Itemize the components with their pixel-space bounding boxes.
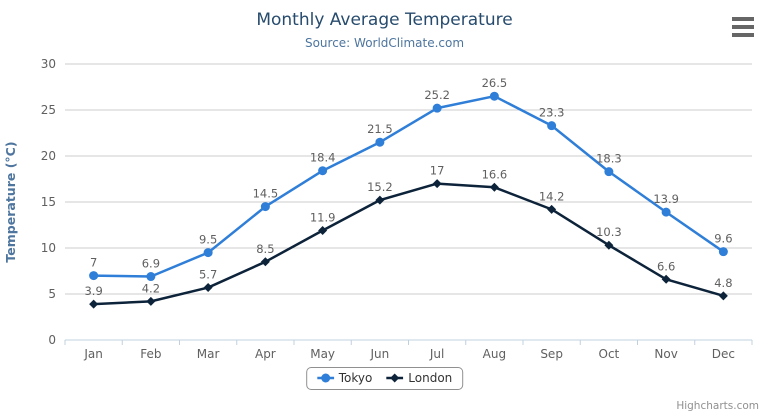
- data-label: 17: [430, 164, 445, 178]
- data-point-marker[interactable]: [203, 248, 213, 258]
- data-point-marker[interactable]: [89, 299, 99, 309]
- circle-marker-icon: [316, 373, 334, 383]
- context-menu-button[interactable]: [732, 17, 756, 37]
- data-point-marker[interactable]: [318, 226, 328, 236]
- data-label: 10.3: [596, 225, 622, 239]
- legend-label-london: London: [408, 371, 453, 385]
- y-axis-title: Temperature (°C): [3, 141, 18, 262]
- data-label: 23.3: [539, 106, 565, 120]
- data-label: 15.2: [367, 180, 393, 194]
- x-axis-tick-label: Dec: [712, 347, 735, 361]
- y-axis-tick-label: 0: [48, 333, 56, 347]
- legend: Tokyo London: [305, 367, 464, 390]
- y-axis-tick-label: 15: [41, 195, 56, 209]
- data-label: 6.6: [657, 259, 675, 273]
- series-line-london: [92, 182, 725, 306]
- data-point-marker[interactable]: [489, 91, 499, 101]
- x-axis-tick-label: Jun: [370, 347, 390, 361]
- y-axis-tick-label: 5: [48, 287, 56, 301]
- x-axis-tick-label: Mar: [197, 347, 220, 361]
- data-label: 9.5: [199, 233, 217, 247]
- y-axis-tick-label: 30: [41, 57, 56, 71]
- data-label: 26.5: [482, 76, 508, 90]
- data-label: 6.9: [142, 257, 160, 271]
- data-point-marker[interactable]: [260, 257, 270, 267]
- legend-item-tokyo[interactable]: Tokyo: [316, 371, 373, 385]
- data-point-marker[interactable]: [318, 166, 328, 176]
- data-point-marker[interactable]: [604, 167, 614, 177]
- x-axis-tick-label: May: [310, 347, 335, 361]
- data-label: 25.2: [424, 88, 450, 102]
- data-point-marker[interactable]: [203, 283, 213, 293]
- data-label: 18.4: [310, 151, 336, 165]
- credits-link[interactable]: Highcharts.com: [676, 400, 759, 412]
- data-point-marker[interactable]: [375, 137, 385, 147]
- data-label: 9.6: [714, 232, 732, 246]
- x-axis-tick-label: Oct: [599, 347, 620, 361]
- data-label: 14.2: [539, 189, 565, 203]
- data-point-marker[interactable]: [89, 271, 99, 281]
- data-point-marker[interactable]: [489, 182, 499, 192]
- data-point-marker[interactable]: [146, 272, 156, 282]
- data-label: 3.9: [84, 284, 102, 298]
- chart-subtitle: Source: WorldClimate.com: [304, 36, 465, 50]
- y-axis-tick-label: 25: [41, 103, 56, 117]
- data-point-marker[interactable]: [661, 207, 671, 217]
- legend-item-london[interactable]: London: [386, 371, 452, 385]
- data-label: 11.9: [310, 211, 336, 225]
- hamburger-icon: [732, 33, 754, 37]
- x-axis-tick-label: Nov: [654, 347, 677, 361]
- x-axis-tick-label: Aug: [483, 347, 506, 361]
- data-point-marker[interactable]: [547, 204, 557, 214]
- data-point-marker[interactable]: [718, 247, 728, 257]
- data-label: 21.5: [367, 122, 393, 136]
- data-label: 4.8: [714, 276, 732, 290]
- x-axis-tick-label: Sep: [540, 347, 563, 361]
- data-point-marker[interactable]: [604, 240, 614, 250]
- data-label: 7: [90, 256, 97, 270]
- data-point-marker[interactable]: [432, 179, 442, 189]
- data-point-marker[interactable]: [146, 296, 156, 306]
- x-axis-tick-label: Jan: [83, 347, 103, 361]
- y-axis-tick-label: 20: [41, 149, 56, 163]
- x-axis-tick-label: Apr: [255, 347, 276, 361]
- hamburger-icon: [732, 17, 754, 21]
- legend-label-tokyo: Tokyo: [338, 371, 373, 385]
- x-axis-tick-label: Jul: [429, 347, 444, 361]
- data-point-marker[interactable]: [661, 274, 671, 284]
- data-label: 18.3: [596, 152, 622, 166]
- series-line-tokyo: [92, 94, 725, 278]
- y-axis-tick-label: 10: [41, 241, 56, 255]
- data-point-marker[interactable]: [718, 291, 728, 301]
- data-point-marker[interactable]: [432, 103, 442, 113]
- data-label: 14.5: [253, 187, 279, 201]
- data-point-marker[interactable]: [375, 195, 385, 205]
- data-label: 4.2: [142, 281, 160, 295]
- data-label: 16.6: [482, 167, 508, 181]
- x-axis-tick-label: Feb: [140, 347, 161, 361]
- hamburger-icon: [732, 25, 754, 29]
- diamond-marker-icon: [386, 373, 404, 383]
- data-label: 8.5: [256, 242, 274, 256]
- chart-title: Monthly Average Temperature: [256, 10, 513, 30]
- data-label: 13.9: [653, 192, 679, 206]
- data-point-marker[interactable]: [547, 121, 557, 131]
- data-label: 5.7: [199, 268, 217, 282]
- data-point-marker[interactable]: [260, 202, 270, 212]
